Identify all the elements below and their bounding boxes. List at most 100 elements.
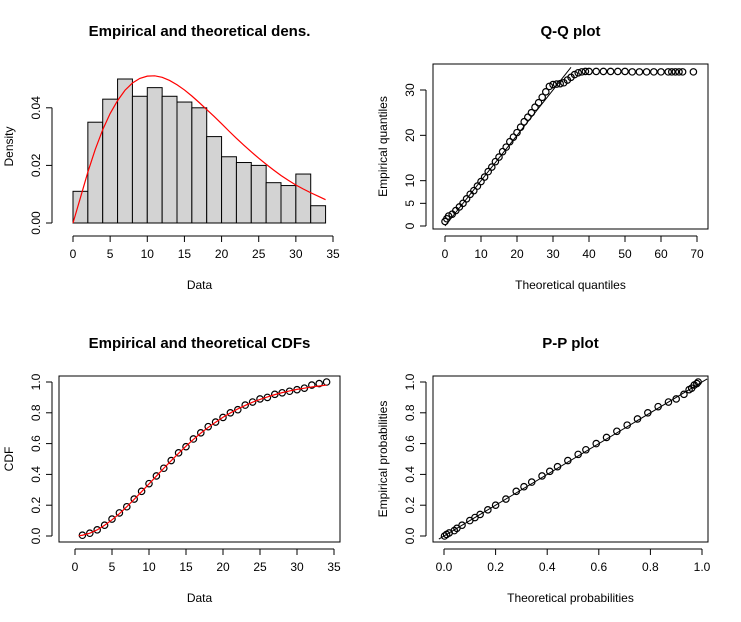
y-tick-label: 30 (403, 83, 417, 97)
qq-point (689, 68, 698, 76)
empirical-cdf-point (152, 472, 161, 480)
histogram-bar (191, 107, 208, 224)
x-tick-label: 15 (179, 560, 193, 574)
y-tick-label: 0.2 (403, 497, 417, 514)
y-tick-label: 0.04 (29, 96, 43, 120)
plot-box (432, 375, 709, 543)
qq-point (628, 68, 637, 76)
x-tick-label: 15 (178, 247, 192, 261)
y-tick-label: 0.0 (403, 527, 417, 544)
x-tick-label: 50 (618, 247, 632, 261)
qq-point (545, 82, 554, 91)
y-tick-label: 0 (403, 222, 417, 229)
empirical-cdf-point (219, 413, 227, 422)
x-tick-label: 10 (474, 247, 488, 261)
empirical-cdf-point (108, 515, 116, 523)
x-tick-label: 10 (142, 560, 156, 574)
qq-point (462, 195, 471, 203)
plot-box (58, 375, 341, 543)
qq-point (678, 68, 687, 76)
pp-point (574, 450, 582, 459)
chart-title: Q-Q plot (541, 23, 601, 40)
reference-line (438, 378, 708, 540)
qq-point (477, 177, 485, 186)
x-axis-label: Theoretical quantiles (515, 278, 626, 292)
x-tick-label: 20 (510, 247, 524, 261)
reference-line (444, 67, 572, 227)
x-tick-label: 5 (107, 247, 114, 261)
y-tick-label: 0.8 (403, 404, 417, 421)
qq-point (469, 186, 478, 195)
pp-point (458, 521, 466, 530)
x-tick-label: 0.2 (487, 560, 504, 574)
pp-point (694, 378, 702, 386)
x-tick-label: 70 (690, 247, 704, 261)
y-tick-label: 1.0 (29, 373, 43, 390)
x-tick-label: 0 (442, 247, 449, 261)
empirical-cdf-point (248, 398, 257, 406)
y-tick-label: 0.00 (29, 211, 43, 235)
pp-point (592, 439, 601, 448)
empirical-cdf-point (130, 495, 139, 503)
qq-point (505, 137, 514, 146)
qq-point (621, 67, 629, 76)
qq-point (495, 153, 503, 161)
x-axis-label: Theoretical probabilities (507, 591, 634, 605)
histogram-bar (176, 101, 193, 224)
pp-point (633, 415, 642, 423)
x-tick-label: 35 (326, 247, 340, 261)
x-tick-label: 0.8 (642, 560, 659, 574)
pp-point (538, 472, 546, 480)
pp-point (644, 408, 652, 417)
qq-point (444, 212, 453, 220)
empirical-cdf-point (234, 405, 242, 414)
x-tick-label: 5 (109, 560, 116, 574)
histogram-bar (295, 173, 312, 224)
empirical-cdf-point (93, 526, 102, 534)
qq-point (574, 68, 583, 77)
qq-point (581, 67, 590, 76)
y-axis-label: CDF (2, 447, 16, 472)
pp-point (476, 510, 484, 519)
qq-point (599, 67, 608, 76)
histogram-bar (102, 98, 119, 224)
qq-point (534, 98, 543, 107)
x-tick-label: 20 (216, 560, 230, 574)
histogram-bar (310, 205, 327, 224)
y-tick-label: 0.02 (29, 153, 43, 177)
empirical-cdf-point (86, 529, 94, 538)
pp-point (680, 390, 688, 399)
y-axis-label: Empirical quantiles (376, 96, 390, 197)
y-tick-label: 0.6 (403, 435, 417, 452)
empirical-cdf-point (315, 379, 324, 388)
qq-point (509, 133, 518, 141)
qq-point (642, 68, 651, 76)
empirical-cdf-point (197, 429, 205, 437)
empirical-cdf-point (137, 487, 146, 496)
histogram-bar (206, 136, 223, 224)
pp-point (654, 402, 662, 411)
empirical-cdf-point (204, 422, 213, 431)
y-tick-label: 1.0 (403, 373, 417, 390)
y-tick-label: 0.6 (29, 435, 43, 452)
y-tick-label: 0.8 (29, 404, 43, 421)
chart-title: P-P plot (542, 335, 598, 352)
pp-point (664, 398, 673, 406)
histogram-bar (265, 182, 282, 224)
y-tick-label: 20 (403, 128, 417, 142)
pp-point (502, 495, 510, 503)
histogram-bar (161, 95, 178, 224)
y-axis-label: Empirical probabilities (376, 401, 390, 518)
qq-point (667, 68, 676, 76)
qq-point (552, 80, 561, 88)
y-tick-label: 0.4 (29, 466, 43, 483)
x-tick-label: 25 (253, 560, 267, 574)
histogram-bar (87, 121, 104, 224)
x-tick-label: 40 (582, 247, 596, 261)
y-tick-label: 0.0 (29, 527, 43, 544)
qq-point (502, 143, 511, 151)
x-tick-label: 0 (70, 247, 77, 261)
x-tick-label: 30 (546, 247, 560, 261)
y-tick-label: 0.4 (403, 466, 417, 483)
pp-point (527, 478, 536, 486)
